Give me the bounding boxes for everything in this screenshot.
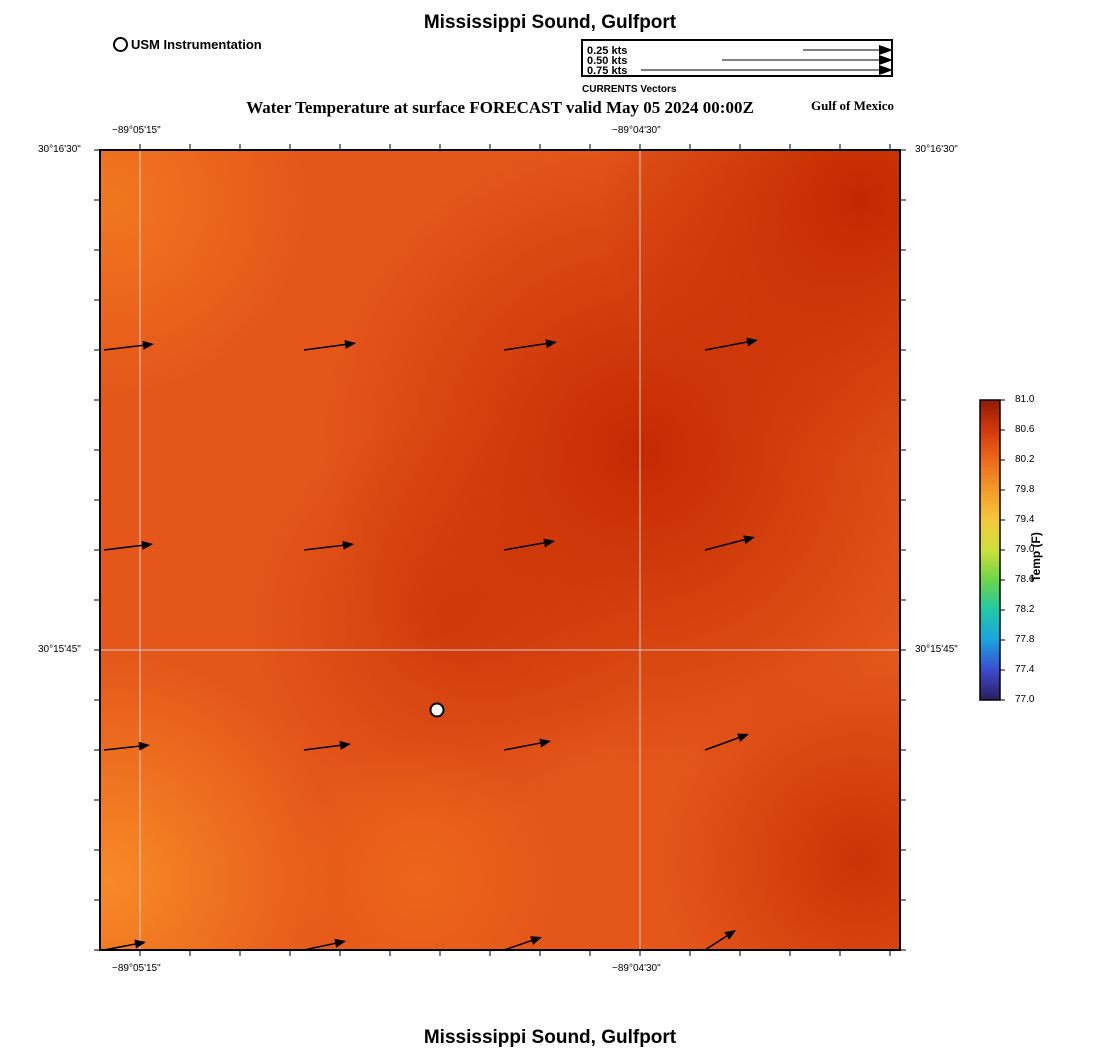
- colorbar-tick-4: 79.4: [1015, 514, 1035, 525]
- colorbar-ticks: [1000, 399, 1005, 701]
- colorbar-ramp: [979, 399, 1001, 701]
- current-vector-arrow: [303, 540, 354, 551]
- vector-caption: CURRENTS Vectors: [582, 84, 677, 95]
- colorbar-tick-9: 77.4: [1015, 664, 1035, 675]
- graticule: [100, 150, 900, 950]
- current-vector-arrow: [704, 733, 749, 751]
- colorbar-tick-6: 78.6: [1015, 574, 1035, 585]
- current-vector-arrow: [503, 936, 542, 951]
- lat-tick-left-2: 30°15'45": [38, 644, 81, 655]
- vector-scale-arrow-1: [803, 45, 893, 55]
- colorbar: [979, 399, 1005, 701]
- current-vector-arrow: [103, 939, 146, 951]
- current-vector-arrow: [503, 538, 555, 551]
- colorbar-tick-2: 80.2: [1015, 454, 1035, 465]
- current-vector-arrow: [704, 535, 755, 551]
- footer-title: Mississippi Sound, Gulfport: [423, 1027, 677, 1048]
- temperature-field: [100, 150, 900, 950]
- current-vector-arrow: [303, 740, 351, 751]
- lat-tick-right-2: 30°15'45": [915, 644, 958, 655]
- station-legend: USM Instrumentation: [113, 37, 262, 52]
- lon-tick-bottom-2: −89°04'30": [612, 963, 661, 974]
- current-vector-arrow: [103, 540, 153, 551]
- current-vector-arrow: [103, 340, 154, 351]
- current-vector-arrow: [303, 938, 346, 951]
- vector-scale-arrows: [641, 45, 893, 75]
- colorbar-title: Temp (F): [1029, 532, 1043, 582]
- colorbar-tick-1: 80.6: [1015, 424, 1035, 435]
- lon-tick-bottom-1: −89°05'15": [112, 963, 161, 974]
- region-label: Gulf of Mexico: [811, 98, 895, 113]
- vector-scale-label-1: 0.25 kts: [587, 45, 628, 57]
- current-vector-arrow: [303, 340, 356, 351]
- station-marker[interactable]: [429, 702, 445, 718]
- current-vector-arrow: [503, 339, 557, 351]
- current-vector-arrow: [503, 738, 551, 751]
- vector-scale-label-3: 0.75 kts: [587, 65, 628, 77]
- map-subtitle: Water Temperature at surface FORECAST va…: [246, 98, 754, 117]
- map-title: Mississippi Sound, Gulfport: [423, 12, 677, 33]
- vector-scale-arrow-3: [641, 65, 893, 75]
- colorbar-tick-0: 81.0: [1015, 394, 1035, 405]
- current-vectors: [103, 337, 758, 951]
- station-legend-label: USM Instrumentation: [131, 37, 262, 52]
- map-ticks: [94, 144, 906, 956]
- lat-tick-left-1: 30°16'30": [38, 144, 81, 155]
- current-vector-arrow: [103, 741, 150, 751]
- current-vector-arrow: [704, 337, 758, 351]
- current-vector-arrow: [704, 930, 736, 951]
- vector-scale-arrow-2: [722, 55, 893, 65]
- vector-scale-box: 0.25 kts 0.50 kts 0.75 kts: [581, 39, 893, 77]
- station-circle-icon: [113, 37, 128, 52]
- colorbar-tick-5: 79.0: [1015, 544, 1035, 555]
- colorbar-tick-7: 78.2: [1015, 604, 1035, 615]
- vector-scale-label-2: 0.50 kts: [587, 55, 628, 67]
- lon-tick-top-1: −89°05'15": [112, 125, 161, 136]
- colorbar-tick-10: 77.0: [1015, 694, 1035, 705]
- colorbar-tick-3: 79.8: [1015, 484, 1035, 495]
- lon-tick-top-2: −89°04'30": [612, 125, 661, 136]
- lat-tick-right-1: 30°16'30": [915, 144, 958, 155]
- colorbar-tick-8: 77.8: [1015, 634, 1035, 645]
